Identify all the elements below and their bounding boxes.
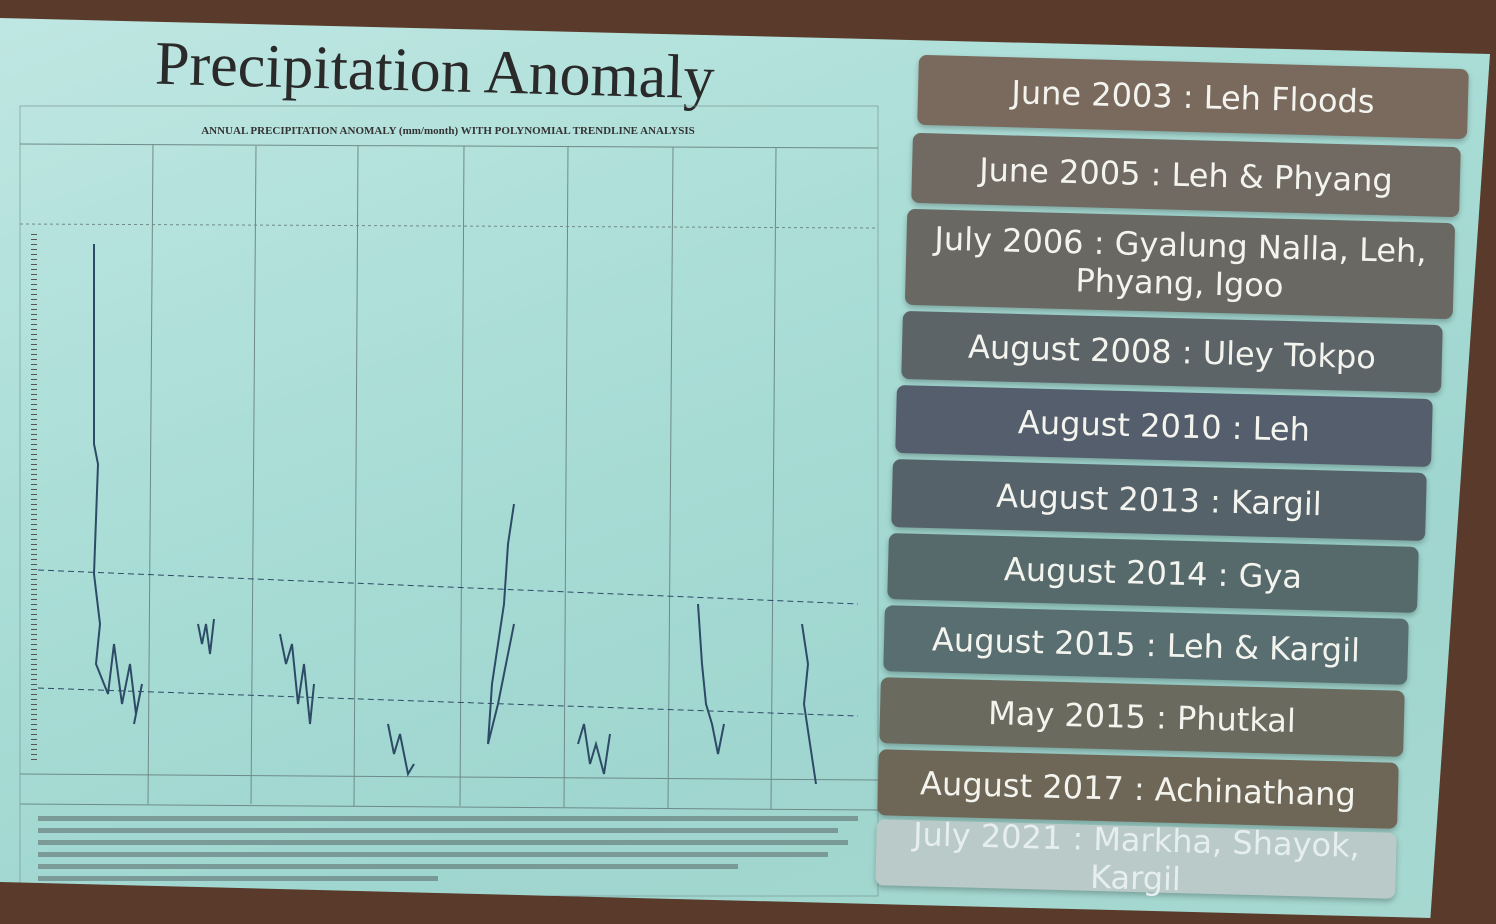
event-item: August 2015 : Leh & Kargil [883, 605, 1409, 685]
event-item: July 2006 : Gyalung Nalla, Leh, Phyang, … [905, 209, 1455, 319]
event-item: August 2010 : Leh [895, 385, 1433, 467]
slide-title: Precipitation Anomaly [154, 29, 715, 115]
event-item: June 2005 : Leh & Phyang [911, 133, 1461, 217]
event-item: August 2008 : Uley Tokpo [901, 311, 1443, 393]
figure-subtitle: ANNUAL PRECIPITATION ANOMALY (mm/month) … [201, 125, 695, 137]
event-item: July 2021 : Markha, Shayok, Kargil [875, 819, 1397, 899]
event-item: August 2013 : Kargil [891, 459, 1427, 541]
event-item: May 2015 : Phutkal [879, 677, 1405, 757]
page: Precipitation Anomaly ANNUAL PREC [0, 0, 1496, 924]
event-item: June 2003 : Leh Floods [917, 55, 1469, 139]
slide: Precipitation Anomaly ANNUAL PREC [0, 18, 1490, 918]
event-item: August 2014 : Gya [887, 533, 1419, 613]
figure: ANNUAL PRECIPITATION ANOMALY (mm/month) … [18, 104, 888, 904]
